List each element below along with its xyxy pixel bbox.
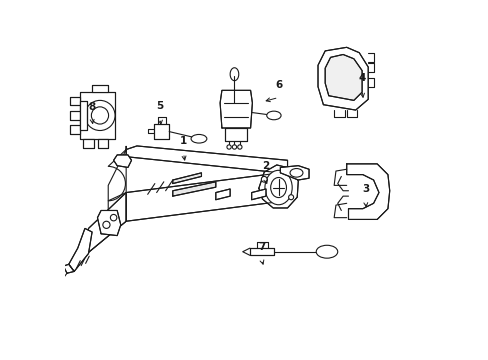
Polygon shape xyxy=(215,189,230,200)
Circle shape xyxy=(102,221,110,228)
Ellipse shape xyxy=(289,168,303,177)
Circle shape xyxy=(226,145,231,149)
Circle shape xyxy=(85,100,115,131)
Polygon shape xyxy=(346,164,389,220)
Text: 8: 8 xyxy=(88,102,96,112)
Polygon shape xyxy=(98,139,108,148)
Polygon shape xyxy=(317,47,367,110)
Polygon shape xyxy=(225,128,246,140)
Polygon shape xyxy=(92,85,108,92)
Polygon shape xyxy=(154,124,169,139)
Polygon shape xyxy=(249,248,274,255)
Text: 4: 4 xyxy=(358,73,365,83)
Polygon shape xyxy=(280,166,308,180)
Polygon shape xyxy=(85,193,126,255)
Ellipse shape xyxy=(264,170,292,205)
Text: 5: 5 xyxy=(156,101,163,111)
Polygon shape xyxy=(69,228,92,271)
Polygon shape xyxy=(126,167,287,221)
Polygon shape xyxy=(220,90,252,128)
Text: 3: 3 xyxy=(361,184,368,194)
Polygon shape xyxy=(70,111,80,120)
Polygon shape xyxy=(83,139,93,148)
Polygon shape xyxy=(97,211,121,235)
Polygon shape xyxy=(108,146,126,221)
Circle shape xyxy=(232,145,236,149)
Text: 7: 7 xyxy=(258,242,265,252)
Text: 2: 2 xyxy=(261,161,268,171)
Circle shape xyxy=(110,215,117,221)
Polygon shape xyxy=(325,54,362,100)
Circle shape xyxy=(288,195,293,200)
Ellipse shape xyxy=(266,111,281,120)
Polygon shape xyxy=(251,189,265,200)
Text: 6: 6 xyxy=(274,80,282,90)
Polygon shape xyxy=(83,220,126,255)
Polygon shape xyxy=(172,182,215,196)
Text: 1: 1 xyxy=(180,136,187,146)
Polygon shape xyxy=(172,173,201,184)
Ellipse shape xyxy=(270,177,286,198)
Ellipse shape xyxy=(191,134,206,143)
Polygon shape xyxy=(113,155,131,167)
Polygon shape xyxy=(70,97,80,105)
Polygon shape xyxy=(258,165,298,208)
Circle shape xyxy=(237,145,242,149)
Circle shape xyxy=(261,176,266,182)
Polygon shape xyxy=(63,264,74,273)
Polygon shape xyxy=(80,92,115,139)
Polygon shape xyxy=(126,146,287,173)
Ellipse shape xyxy=(316,245,337,258)
Circle shape xyxy=(91,107,108,124)
Polygon shape xyxy=(70,126,80,134)
Polygon shape xyxy=(80,101,86,130)
